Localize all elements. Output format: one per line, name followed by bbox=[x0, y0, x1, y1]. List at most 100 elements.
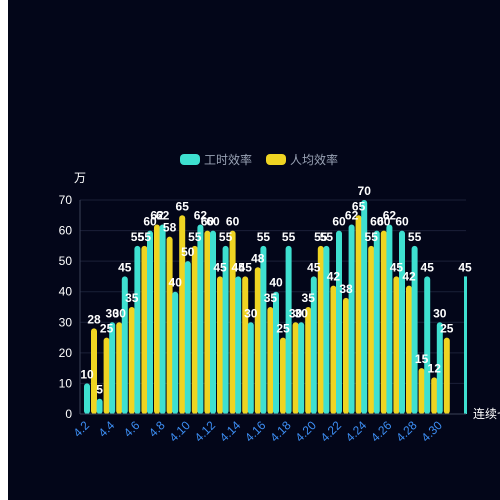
data-label: 60 bbox=[370, 215, 384, 229]
data-label: 55 bbox=[408, 230, 422, 244]
data-label: 30 bbox=[244, 306, 258, 320]
bar-per-capita-efficiency bbox=[267, 307, 274, 414]
x-tick-label: 4.16 bbox=[242, 418, 269, 445]
data-label: 65 bbox=[176, 199, 190, 213]
data-label: 30 bbox=[289, 306, 303, 320]
data-label: 45 bbox=[232, 260, 246, 274]
bar-per-capita-efficiency bbox=[343, 297, 349, 414]
bar-per-capita-efficiency bbox=[254, 267, 261, 414]
y-tick-label: 20 bbox=[59, 346, 73, 360]
x-tick-label: 4.2 bbox=[70, 418, 92, 440]
x-tick-label: 4.26 bbox=[368, 418, 395, 445]
bar-work-hour-efficiency bbox=[121, 276, 128, 414]
bar-per-capita-efficiency bbox=[393, 276, 400, 414]
data-label: 35 bbox=[264, 291, 278, 305]
data-label: 30 bbox=[295, 306, 309, 320]
data-label: 60 bbox=[206, 215, 220, 229]
data-label: 25 bbox=[440, 322, 454, 336]
data-label: 55 bbox=[320, 230, 334, 244]
bar-chart: 工时效率 人均效率 万 连续七日 10285253030453555556062… bbox=[59, 152, 500, 445]
bar-per-capita-efficiency bbox=[91, 328, 97, 414]
bar-per-capita-efficiency bbox=[166, 236, 173, 414]
data-label: 70 bbox=[358, 184, 372, 198]
bar-work-hour-efficiency bbox=[436, 322, 443, 414]
data-label: 12 bbox=[428, 361, 442, 375]
data-label: 5 bbox=[96, 383, 103, 397]
x-axis-label: 连续七日 bbox=[473, 406, 500, 421]
bar-per-capita-efficiency bbox=[330, 285, 337, 414]
y-tick-label: 30 bbox=[59, 315, 73, 329]
bar-work-hour-efficiency bbox=[411, 245, 418, 414]
bar-work-hour-efficiency bbox=[210, 230, 216, 414]
y-tick-label: 70 bbox=[59, 193, 73, 207]
bar-work-hour-efficiency bbox=[222, 245, 229, 414]
data-label: 42 bbox=[402, 270, 416, 284]
bar-per-capita-efficiency bbox=[380, 230, 387, 414]
legend-label-per-capita-efficiency: 人均效率 bbox=[290, 152, 338, 167]
bar-work-hour-efficiency bbox=[84, 383, 90, 414]
data-label: 62 bbox=[383, 208, 397, 222]
data-label: 45 bbox=[239, 260, 253, 274]
x-tick-label: 4.22 bbox=[318, 418, 345, 445]
x-tick-label: 4.12 bbox=[192, 418, 219, 445]
x-tick-label: 4.24 bbox=[343, 418, 370, 445]
bar-per-capita-efficiency bbox=[431, 377, 438, 414]
bar-per-capita-efficiency bbox=[191, 245, 198, 414]
data-label: 45 bbox=[458, 260, 472, 274]
bar-per-capita-efficiency bbox=[280, 337, 286, 414]
x-tick-label: 4.10 bbox=[167, 418, 194, 445]
data-label: 30 bbox=[106, 306, 120, 320]
x-tick-label: 4.14 bbox=[217, 418, 244, 445]
legend-swatch-work-hour-efficiency bbox=[180, 154, 200, 165]
x-tick-label: 4.28 bbox=[393, 418, 420, 445]
data-label: 55 bbox=[365, 230, 379, 244]
data-label: 40 bbox=[269, 276, 283, 290]
data-label: 55 bbox=[257, 230, 271, 244]
data-label: 60 bbox=[201, 215, 215, 229]
bar-work-hour-efficiency bbox=[247, 322, 254, 414]
data-label: 30 bbox=[433, 306, 447, 320]
bar-work-hour-efficiency bbox=[134, 245, 141, 414]
y-tick-label: 10 bbox=[59, 376, 73, 390]
bars bbox=[84, 200, 467, 414]
data-label: 30 bbox=[113, 306, 127, 320]
data-label: 60 bbox=[332, 215, 346, 229]
bar-work-hour-efficiency bbox=[235, 276, 242, 414]
data-label: 55 bbox=[219, 230, 233, 244]
bar-per-capita-efficiency bbox=[229, 230, 236, 414]
bar-work-hour-efficiency bbox=[399, 230, 405, 414]
data-label: 38 bbox=[339, 282, 353, 296]
data-label: 48 bbox=[251, 251, 265, 265]
data-label: 65 bbox=[352, 199, 366, 213]
bar-work-hour-efficiency bbox=[147, 230, 153, 414]
bar-work-hour-efficiency bbox=[159, 224, 166, 414]
data-label: 60 bbox=[377, 215, 391, 229]
bar-per-capita-efficiency bbox=[128, 307, 135, 414]
data-label: 60 bbox=[226, 215, 240, 229]
bar-work-hour-efficiency bbox=[386, 224, 393, 414]
data-label: 42 bbox=[327, 270, 341, 284]
bar-work-hour-efficiency bbox=[323, 245, 330, 414]
bar-work-hour-efficiency bbox=[109, 322, 116, 414]
data-label: 45 bbox=[390, 260, 404, 274]
bar-work-hour-efficiency bbox=[336, 230, 342, 414]
data-label: 55 bbox=[138, 230, 152, 244]
data-label: 55 bbox=[282, 230, 296, 244]
data-label: 55 bbox=[131, 230, 145, 244]
data-label: 62 bbox=[194, 208, 208, 222]
x-tick-label: 4.20 bbox=[293, 418, 320, 445]
legend-label-work-hour-efficiency: 工时效率 bbox=[204, 152, 252, 167]
y-tick-label: 0 bbox=[65, 407, 72, 421]
bar-per-capita-efficiency bbox=[292, 322, 299, 414]
data-label: 62 bbox=[150, 208, 164, 222]
bar-per-capita-efficiency bbox=[368, 245, 375, 414]
bar-per-capita-efficiency bbox=[116, 322, 123, 414]
x-tick-label: 4.18 bbox=[267, 418, 294, 445]
bar-work-hour-efficiency bbox=[285, 245, 292, 414]
legend: 工时效率 人均效率 bbox=[180, 152, 338, 167]
data-label: 45 bbox=[118, 260, 132, 274]
data-label: 58 bbox=[163, 221, 177, 235]
bar-per-capita-efficiency bbox=[242, 276, 249, 414]
data-label: 25 bbox=[276, 322, 290, 336]
bar-per-capita-efficiency bbox=[355, 215, 362, 414]
